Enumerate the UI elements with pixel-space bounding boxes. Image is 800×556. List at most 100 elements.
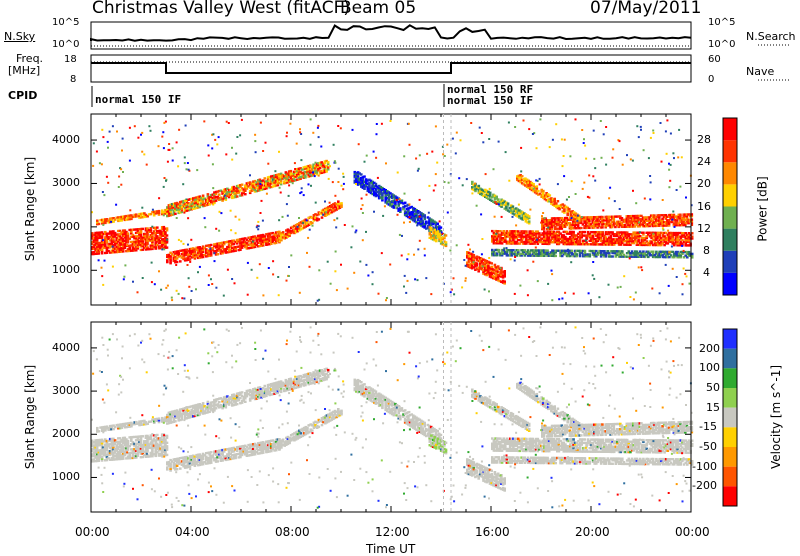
power-cell bbox=[502, 238, 505, 242]
power-cell bbox=[521, 218, 524, 221]
velocity-cell bbox=[115, 449, 118, 452]
power-cell bbox=[617, 253, 621, 256]
power-cell bbox=[193, 200, 197, 203]
power-speckle bbox=[690, 204, 693, 207]
power-cell bbox=[676, 231, 679, 235]
power-cell bbox=[477, 266, 480, 269]
power-cell bbox=[180, 207, 184, 210]
power-cell bbox=[526, 250, 530, 254]
power-cell bbox=[588, 217, 591, 221]
power-cell bbox=[231, 186, 234, 189]
power-cell bbox=[304, 223, 308, 227]
power-cell bbox=[614, 241, 618, 245]
velocity-cell bbox=[91, 460, 94, 463]
velocity-cell bbox=[154, 439, 157, 442]
power-cell bbox=[485, 270, 489, 273]
power-speckle bbox=[395, 206, 398, 209]
power-cell bbox=[637, 231, 640, 234]
power-cell bbox=[193, 257, 197, 260]
power-cell bbox=[213, 193, 216, 196]
power-cell bbox=[209, 243, 213, 247]
power-cell bbox=[245, 242, 249, 245]
power-cell bbox=[121, 232, 125, 236]
power-cell bbox=[280, 235, 283, 238]
power-cell bbox=[134, 228, 138, 231]
power-cell bbox=[676, 244, 679, 247]
power-cell bbox=[635, 220, 638, 223]
power-speckle bbox=[398, 198, 401, 201]
velocity-cell bbox=[120, 449, 123, 452]
power-cell bbox=[436, 235, 440, 238]
power-cell bbox=[552, 235, 556, 239]
power-cell bbox=[110, 219, 114, 222]
velocity-cell bbox=[97, 459, 101, 462]
power-cell bbox=[113, 231, 117, 235]
power-cell bbox=[395, 199, 399, 203]
power-cell bbox=[630, 240, 634, 243]
power-cell bbox=[630, 252, 634, 255]
power-speckle bbox=[101, 128, 104, 131]
power-speckle bbox=[536, 179, 539, 182]
power-cell bbox=[638, 250, 642, 253]
power-cell bbox=[616, 253, 619, 256]
power-cell bbox=[258, 244, 262, 248]
power-cell bbox=[412, 217, 415, 220]
power-cell bbox=[666, 252, 670, 255]
power-cell bbox=[276, 236, 280, 239]
power-cell bbox=[519, 212, 523, 215]
power-cell bbox=[635, 223, 638, 226]
power-cell bbox=[528, 242, 531, 245]
power-cell bbox=[569, 215, 573, 219]
power-cell bbox=[136, 238, 140, 241]
power-cell bbox=[679, 235, 683, 238]
power-speckle bbox=[100, 266, 103, 269]
power-cell bbox=[224, 198, 228, 201]
velocity-cell bbox=[133, 451, 136, 454]
power-cell bbox=[573, 221, 577, 225]
power-cell bbox=[585, 237, 588, 241]
power-cell bbox=[426, 221, 430, 224]
velocity-cell bbox=[99, 456, 102, 459]
power-cell bbox=[573, 225, 577, 228]
power-cell bbox=[667, 219, 671, 222]
power-cell bbox=[541, 222, 544, 226]
power-cell bbox=[360, 183, 363, 187]
power-cell bbox=[590, 239, 593, 243]
power-speckle bbox=[403, 155, 406, 158]
power-cell bbox=[253, 245, 257, 249]
power-cell bbox=[157, 213, 161, 216]
power-cell bbox=[519, 217, 523, 220]
power-cell bbox=[387, 198, 391, 201]
velocity-cell bbox=[110, 456, 114, 460]
power-speckle bbox=[151, 208, 154, 211]
power-cell bbox=[306, 224, 309, 227]
power-speckle bbox=[183, 297, 186, 300]
power-cell bbox=[578, 241, 582, 244]
power-cell bbox=[526, 240, 530, 244]
power-speckle bbox=[355, 183, 357, 185]
power-cell bbox=[182, 201, 185, 205]
power-cell bbox=[110, 242, 114, 245]
power-cell bbox=[565, 232, 569, 235]
power-cell bbox=[387, 191, 391, 194]
power-cell bbox=[480, 257, 484, 261]
power-cell bbox=[621, 233, 624, 236]
power-cell bbox=[268, 237, 271, 241]
power-cell bbox=[505, 231, 509, 235]
power-cell bbox=[658, 222, 661, 226]
power-cell bbox=[634, 252, 637, 255]
power-cell bbox=[218, 242, 221, 245]
power-cell bbox=[431, 226, 435, 229]
power-speckle bbox=[163, 121, 166, 124]
power-cell bbox=[477, 270, 480, 273]
power-cell bbox=[550, 227, 554, 231]
power-speckle bbox=[488, 187, 491, 190]
power-cell bbox=[167, 209, 171, 212]
power-cell bbox=[596, 234, 600, 237]
power-cell bbox=[394, 195, 397, 198]
power-cell bbox=[607, 222, 611, 225]
power-cell bbox=[640, 252, 644, 255]
power-cell bbox=[130, 217, 133, 221]
power-cell bbox=[258, 241, 262, 244]
power-cell bbox=[599, 232, 603, 236]
